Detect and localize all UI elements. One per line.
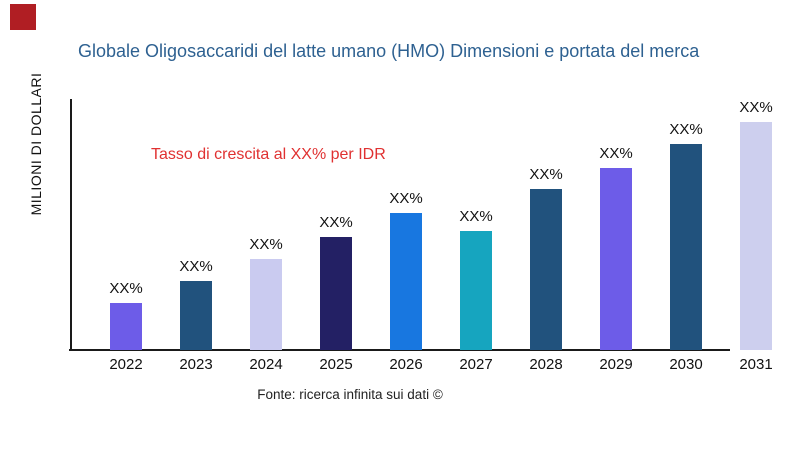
bar-2026 bbox=[390, 213, 422, 350]
bar-2023 bbox=[180, 281, 212, 350]
bar-value-label-2022: XX% bbox=[109, 280, 143, 297]
bar-value-label-2024: XX% bbox=[249, 236, 283, 253]
bar-value-label-2028: XX% bbox=[529, 166, 563, 183]
x-tick-label-2025: 2025 bbox=[319, 356, 353, 373]
bar-value-label-2027: XX% bbox=[459, 208, 493, 225]
x-tick-label-2027: 2027 bbox=[459, 356, 493, 373]
x-tick-label-2024: 2024 bbox=[249, 356, 283, 373]
bar-2028 bbox=[530, 189, 562, 350]
bar-2025 bbox=[320, 237, 352, 350]
x-tick-label-2023: 2023 bbox=[179, 356, 213, 373]
bar-value-label-2025: XX% bbox=[319, 214, 353, 231]
x-tick-label-2029: 2029 bbox=[599, 356, 633, 373]
x-tick-label-2031: 2031 bbox=[739, 356, 773, 373]
x-tick-label-2028: 2028 bbox=[529, 356, 563, 373]
source-text: Fonte: ricerca infinita sui dati © bbox=[257, 387, 443, 402]
bar-value-label-2030: XX% bbox=[669, 121, 703, 138]
x-tick-label-2026: 2026 bbox=[389, 356, 423, 373]
red-square-marker bbox=[10, 4, 36, 30]
x-axis-line bbox=[69, 349, 730, 351]
bar-2027 bbox=[460, 231, 492, 350]
bar-2022 bbox=[110, 303, 142, 350]
bar-value-label-2029: XX% bbox=[599, 145, 633, 162]
bar-2024 bbox=[250, 259, 282, 350]
growth-rate-annotation: Tasso di crescita al XX% per IDR bbox=[151, 146, 386, 163]
bar-2031 bbox=[740, 122, 772, 350]
x-tick-label-2030: 2030 bbox=[669, 356, 703, 373]
y-axis-line bbox=[70, 99, 72, 351]
chart-title: Globale Oligosaccaridi del latte umano (… bbox=[78, 41, 700, 61]
bar-value-label-2023: XX% bbox=[179, 258, 213, 275]
bar-2029 bbox=[600, 168, 632, 350]
bar-value-label-2026: XX% bbox=[389, 190, 423, 207]
bar-2030 bbox=[670, 144, 702, 350]
bar-value-label-2031: XX% bbox=[739, 99, 773, 116]
x-tick-label-2022: 2022 bbox=[109, 356, 143, 373]
